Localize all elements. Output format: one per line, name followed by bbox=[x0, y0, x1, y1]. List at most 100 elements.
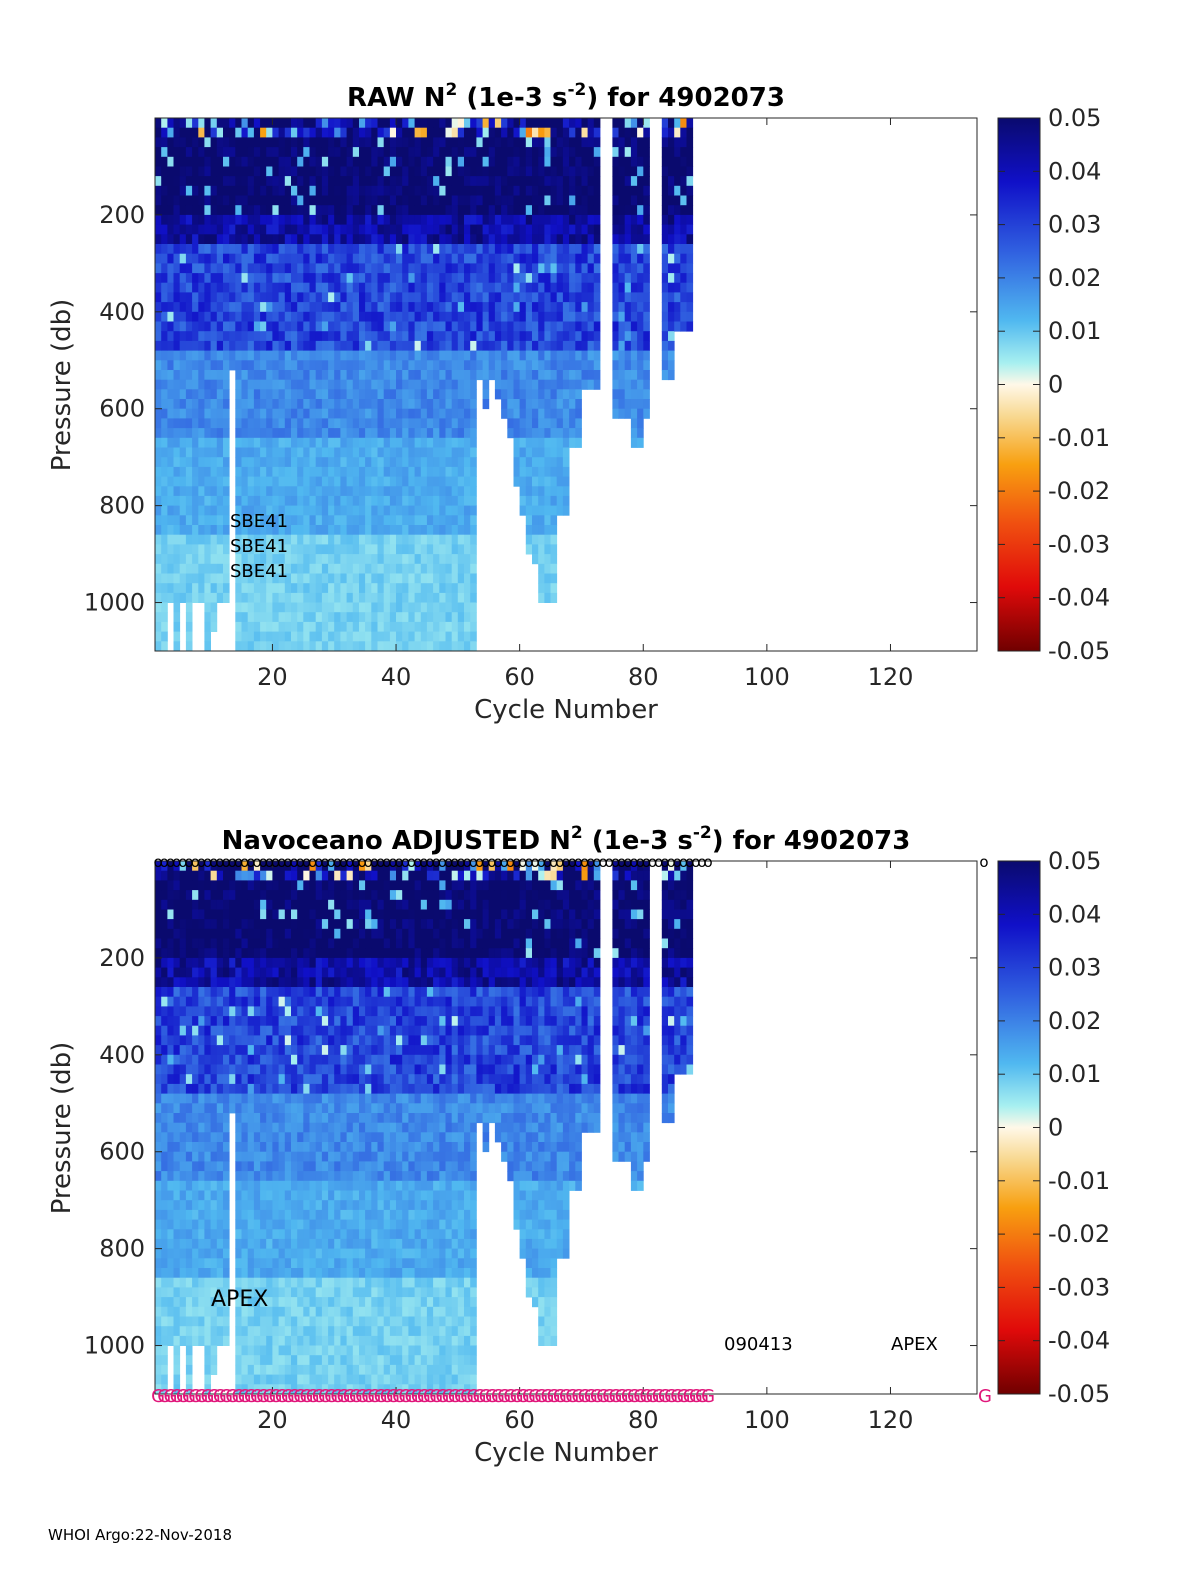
heatmap-cell bbox=[185, 1054, 193, 1065]
heatmap-cell bbox=[532, 156, 539, 167]
heatmap-cell bbox=[179, 1025, 187, 1036]
heatmap-cell bbox=[538, 379, 545, 390]
heatmap-cell bbox=[161, 592, 168, 603]
heatmap-cell bbox=[155, 1142, 162, 1153]
heatmap-cell bbox=[624, 379, 632, 390]
heatmap-cell bbox=[253, 1326, 261, 1337]
heatmap-cell bbox=[167, 573, 174, 584]
heatmap-cell bbox=[334, 583, 341, 594]
heatmap-cell bbox=[185, 253, 193, 264]
heatmap-cell bbox=[661, 156, 669, 167]
heatmap-cell bbox=[587, 379, 595, 390]
heatmap-cell bbox=[161, 1355, 168, 1366]
heatmap-cell bbox=[328, 486, 335, 497]
heatmap-cell bbox=[680, 147, 687, 158]
heatmap-cell bbox=[426, 118, 434, 129]
heatmap-cell bbox=[352, 515, 360, 526]
heatmap-cell bbox=[507, 273, 514, 284]
heatmap-cell bbox=[389, 602, 397, 613]
heatmap-cell bbox=[538, 515, 545, 526]
heatmap-cell bbox=[550, 176, 558, 187]
heatmap-cell bbox=[451, 273, 459, 284]
heatmap-cell bbox=[185, 621, 193, 632]
heatmap-cell bbox=[377, 321, 385, 332]
heatmap-cell bbox=[247, 1374, 255, 1385]
heatmap-cell bbox=[371, 166, 378, 177]
heatmap-cell bbox=[668, 195, 675, 206]
heatmap-cell bbox=[396, 340, 403, 351]
heatmap-cell bbox=[624, 195, 632, 206]
heatmap-cell bbox=[501, 273, 508, 284]
heatmap-cell bbox=[426, 137, 434, 148]
heatmap-cell bbox=[235, 370, 242, 381]
heatmap-cell bbox=[507, 418, 514, 429]
heatmap-cell bbox=[185, 1238, 193, 1249]
heatmap-cell bbox=[229, 340, 236, 351]
heatmap-cell bbox=[167, 1306, 174, 1317]
heatmap-cell bbox=[457, 244, 465, 255]
heatmap-cell bbox=[464, 273, 471, 284]
heatmap-cell bbox=[457, 350, 465, 361]
heatmap-cell bbox=[253, 515, 261, 526]
heatmap-cell bbox=[593, 331, 601, 342]
heatmap-cell bbox=[241, 554, 249, 565]
heatmap-cell bbox=[569, 224, 576, 235]
heatmap-cell bbox=[538, 176, 545, 187]
heatmap-cell bbox=[321, 554, 329, 565]
heatmap-cell bbox=[686, 302, 694, 313]
heatmap-cell bbox=[383, 592, 391, 603]
heatmap-cell bbox=[173, 505, 181, 516]
heatmap-cell bbox=[643, 408, 650, 419]
heatmap-cell bbox=[247, 525, 255, 536]
heatmap-cell bbox=[204, 1277, 211, 1288]
heatmap-cell bbox=[457, 466, 465, 477]
heatmap-cell bbox=[253, 253, 261, 264]
heatmap-cell bbox=[167, 967, 174, 978]
heatmap-cell bbox=[420, 156, 428, 167]
heatmap-cell bbox=[371, 515, 378, 526]
heatmap-cell bbox=[488, 205, 496, 216]
heatmap-cell bbox=[420, 515, 428, 526]
heatmap-cell bbox=[260, 408, 267, 419]
heatmap-cell bbox=[235, 621, 242, 632]
heatmap-cell bbox=[624, 292, 632, 303]
heatmap-cell bbox=[525, 156, 533, 167]
heatmap-cell bbox=[192, 1035, 199, 1046]
heatmap-cell bbox=[179, 977, 187, 988]
heatmap-cell bbox=[253, 977, 261, 988]
heatmap-cell bbox=[643, 147, 650, 158]
heatmap-cell bbox=[433, 408, 440, 419]
heatmap-cell bbox=[624, 147, 632, 158]
heatmap-cell bbox=[309, 583, 317, 594]
heatmap-cell bbox=[433, 631, 440, 642]
heatmap-cell bbox=[278, 515, 286, 526]
heatmap-cell bbox=[303, 447, 310, 458]
heatmap-cell bbox=[173, 1384, 181, 1395]
heatmap-cell bbox=[161, 909, 168, 920]
heatmap-cell bbox=[451, 486, 459, 497]
heatmap-cell bbox=[173, 573, 181, 584]
heatmap-cell bbox=[247, 583, 255, 594]
heatmap-cell bbox=[223, 928, 230, 939]
heatmap-cell bbox=[161, 996, 168, 1007]
heatmap-cell bbox=[544, 195, 551, 206]
heatmap-cell bbox=[402, 331, 409, 342]
heatmap-cell bbox=[155, 938, 162, 949]
heatmap-cell bbox=[216, 1161, 224, 1172]
heatmap-cell bbox=[241, 1180, 249, 1191]
heatmap-cell bbox=[340, 253, 347, 264]
heatmap-cell bbox=[155, 476, 162, 487]
heatmap-cell bbox=[365, 505, 372, 516]
heatmap-cell bbox=[328, 602, 335, 613]
heatmap-cell bbox=[470, 641, 477, 652]
heatmap-cell bbox=[439, 408, 446, 419]
heatmap-cell bbox=[155, 340, 162, 351]
heatmap-cell bbox=[328, 563, 335, 574]
heatmap-cell bbox=[223, 1161, 230, 1172]
heatmap-cell bbox=[321, 534, 329, 545]
heatmap-cell bbox=[359, 292, 366, 303]
heatmap-cell bbox=[359, 195, 366, 206]
heatmap-cell bbox=[624, 224, 632, 235]
heatmap-cell bbox=[476, 118, 483, 129]
heatmap-cell bbox=[420, 428, 428, 439]
